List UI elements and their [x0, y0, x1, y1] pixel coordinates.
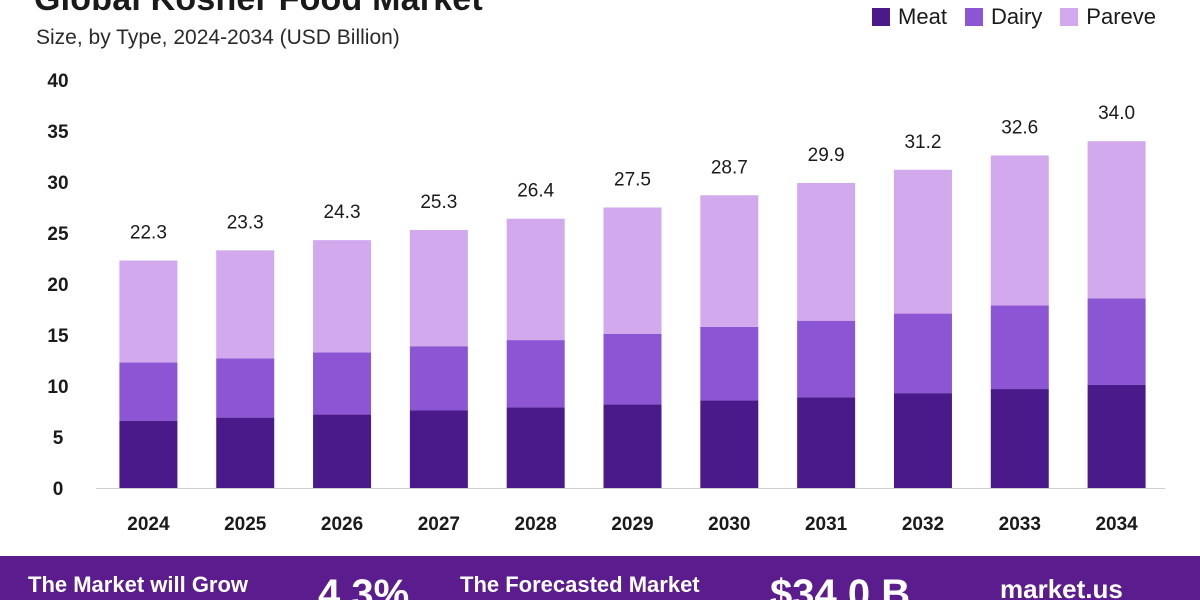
bar-total-label: 26.4	[517, 181, 554, 202]
x-tick-label: 2032	[902, 514, 944, 535]
legend-item-meat: Meat	[872, 4, 947, 30]
bar-segment-pareve	[1087, 141, 1146, 299]
bar-total-label: 28.7	[711, 157, 748, 178]
bar-segment-dairy	[409, 346, 468, 411]
y-tick-label: 0	[53, 479, 64, 500]
legend-swatch-pareve	[1060, 8, 1079, 26]
x-tick-label: 2029	[611, 514, 653, 535]
x-tick-label: 2031	[805, 514, 848, 535]
bar-total-label: 34.0	[1098, 103, 1135, 124]
bar-segment-meat	[313, 414, 372, 488]
bar-segment-meat	[119, 420, 178, 488]
footer-grow-label: The Market will Grow	[28, 572, 249, 597]
bar-segment-dairy	[797, 320, 856, 398]
footer-cagr-value: 4.3%	[318, 572, 410, 600]
bar-segment-meat	[216, 417, 275, 488]
bar-total-label: 27.5	[614, 170, 651, 191]
bar-total-label: 32.6	[1001, 117, 1038, 138]
y-tick-label: 30	[47, 173, 68, 194]
bar-total-label: 29.9	[808, 145, 845, 166]
x-tick-label: 2024	[127, 514, 170, 535]
bar-segment-dairy	[700, 326, 759, 401]
footer-forecast-label: The Forecasted Market	[460, 572, 700, 597]
bar-segment-dairy	[990, 305, 1049, 390]
bar-segment-dairy	[603, 333, 662, 405]
legend-swatch-meat	[872, 8, 891, 26]
bar-segment-pareve	[990, 155, 1049, 306]
legend: Meat Dairy Pareve	[872, 4, 1156, 30]
bar-total-label: 23.3	[227, 212, 264, 233]
chart-title: Global Kosher Food Market	[34, 0, 483, 19]
bar-segment-pareve	[506, 218, 565, 341]
bar-total-label: 24.3	[324, 202, 361, 223]
x-tick-label: 2027	[418, 514, 460, 535]
bar-segment-meat	[797, 397, 856, 488]
legend-label-pareve: Pareve	[1086, 4, 1156, 29]
y-tick-label: 10	[47, 377, 68, 398]
chart-subtitle: Size, by Type, 2024-2034 (USD Billion)	[36, 26, 400, 49]
bar-total-label: 25.3	[420, 192, 457, 213]
y-tick-label: 15	[47, 326, 69, 347]
bar-segment-dairy	[1087, 298, 1146, 385]
y-tick-label: 25	[47, 224, 69, 245]
legend-swatch-dairy	[964, 8, 983, 26]
bar-total-label: 31.2	[904, 132, 941, 153]
bar-segment-meat	[506, 407, 565, 488]
bar-segment-meat	[1087, 384, 1146, 488]
bar-segment-dairy	[119, 362, 178, 421]
bar-segment-pareve	[797, 183, 856, 321]
bar-segment-dairy	[893, 313, 952, 394]
y-tick-label: 40	[47, 71, 68, 92]
bar-segment-pareve	[893, 169, 952, 314]
legend-label-dairy: Dairy	[990, 4, 1043, 29]
stacked-bar-chart: 051015202530354022.3202423.3202524.32026…	[47, 71, 1165, 535]
bar-segment-meat	[603, 404, 662, 488]
bar-total-label: 22.3	[130, 223, 167, 244]
bar-segment-pareve	[119, 260, 178, 363]
footer-forecast-value: $34.0 B	[770, 572, 911, 600]
bar-segment-meat	[409, 410, 468, 488]
x-tick-label: 2034	[1095, 514, 1138, 535]
bar-segment-meat	[990, 389, 1049, 488]
bar-segment-pareve	[409, 229, 468, 347]
bar-segment-meat	[700, 400, 759, 488]
bar-segment-meat	[893, 393, 952, 488]
x-tick-label: 2028	[515, 514, 557, 535]
y-tick-label: 35	[47, 122, 69, 143]
footer-banner: The Market will Grow 4.3% The Forecasted…	[0, 556, 1200, 600]
y-tick-label: 20	[47, 275, 68, 296]
x-tick-label: 2030	[708, 514, 750, 535]
bar-segment-pareve	[603, 207, 662, 334]
bar-segment-pareve	[700, 195, 759, 327]
bar-segment-dairy	[506, 340, 565, 408]
bar-segment-dairy	[313, 352, 372, 415]
bar-segment-pareve	[216, 250, 275, 359]
bar-segment-dairy	[216, 358, 275, 418]
footer-brand-logo: market.us	[1000, 574, 1123, 600]
x-tick-label: 2025	[224, 514, 267, 535]
y-tick-label: 5	[53, 428, 64, 449]
legend-item-dairy: Dairy	[964, 4, 1043, 30]
x-tick-label: 2026	[321, 514, 363, 535]
legend-label-meat: Meat	[898, 4, 947, 29]
legend-item-pareve: Pareve	[1060, 4, 1156, 30]
x-tick-label: 2033	[999, 514, 1041, 535]
bar-segment-pareve	[313, 240, 372, 353]
